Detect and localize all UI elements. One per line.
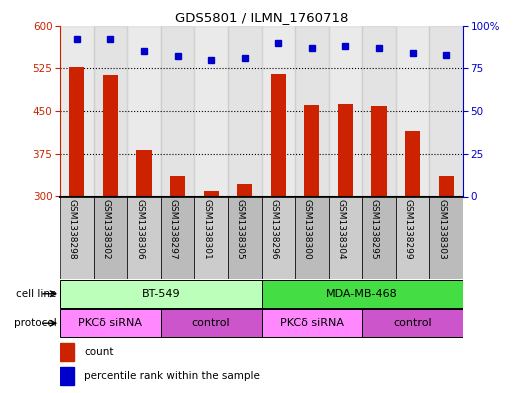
Text: BT-549: BT-549 [142,289,180,299]
Bar [195,26,228,196]
Bar [70,67,85,196]
Bar [362,309,463,337]
Text: protocol: protocol [14,318,57,328]
Text: GSM1338295: GSM1338295 [370,199,379,260]
Bar [94,196,127,279]
Text: MDA-MB-468: MDA-MB-468 [326,289,398,299]
Text: PKCδ siRNA: PKCδ siRNA [78,318,142,328]
Text: GSM1338298: GSM1338298 [68,199,77,260]
Bar [396,196,429,279]
Bar [60,26,94,196]
Text: percentile rank within the sample: percentile rank within the sample [84,371,260,381]
Bar [271,74,286,196]
Text: GSM1338301: GSM1338301 [202,199,211,260]
Text: GSM1338303: GSM1338303 [437,199,446,260]
Bar [362,26,396,196]
Bar [203,191,219,196]
Text: GSM1338302: GSM1338302 [101,199,110,260]
Bar [161,309,262,337]
Bar [438,176,453,196]
Bar [161,196,195,279]
Bar [262,196,295,279]
Bar [60,309,161,337]
Bar [295,26,328,196]
Bar [328,196,362,279]
Bar [60,343,74,361]
Bar [195,196,228,279]
Bar [237,184,252,196]
Bar [262,280,463,308]
Bar [362,196,396,279]
Text: GSM1338299: GSM1338299 [404,199,413,260]
Bar [262,309,362,337]
Text: control: control [192,318,231,328]
Bar [429,196,463,279]
Text: cell line: cell line [16,289,57,299]
Bar [262,26,295,196]
Bar [338,104,353,196]
Text: GSM1338296: GSM1338296 [269,199,278,260]
Bar [60,367,74,385]
Bar [228,26,262,196]
Bar [328,26,362,196]
Text: GSM1338306: GSM1338306 [135,199,144,260]
Bar [127,196,161,279]
Bar [161,26,195,196]
Text: GSM1338300: GSM1338300 [303,199,312,260]
Bar [304,105,320,196]
Text: GSM1338304: GSM1338304 [336,199,345,260]
Text: control: control [393,318,432,328]
Bar [94,26,127,196]
Bar [60,280,262,308]
Bar [60,196,94,279]
Title: GDS5801 / ILMN_1760718: GDS5801 / ILMN_1760718 [175,11,348,24]
Bar [396,26,429,196]
Text: count: count [84,347,114,357]
Bar [295,196,328,279]
Bar [429,26,463,196]
Bar [228,196,262,279]
Text: GSM1338297: GSM1338297 [168,199,178,260]
Bar [103,75,118,196]
Bar [137,150,152,196]
Text: PKCδ siRNA: PKCδ siRNA [280,318,344,328]
Text: GSM1338305: GSM1338305 [236,199,245,260]
Bar [127,26,161,196]
Bar [371,106,386,196]
Bar [405,131,420,196]
Bar [170,176,185,196]
